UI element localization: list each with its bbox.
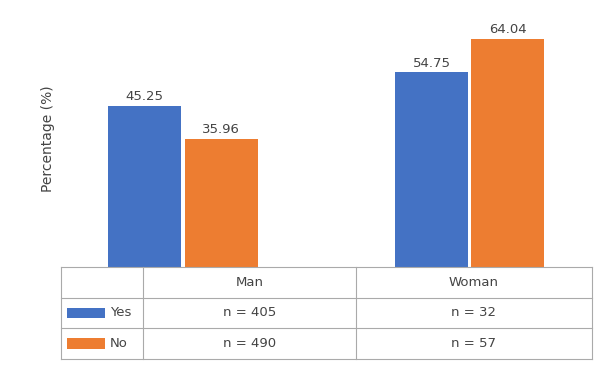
Text: Woman: Woman <box>448 276 498 289</box>
Text: 35.96: 35.96 <box>202 123 240 137</box>
Bar <box>67 338 104 349</box>
Text: n = 57: n = 57 <box>451 337 496 350</box>
Bar <box>184 139 257 267</box>
Text: n = 32: n = 32 <box>451 306 496 320</box>
Bar <box>67 307 104 318</box>
Text: n = 405: n = 405 <box>223 306 276 320</box>
Bar <box>109 106 181 267</box>
Text: 54.75: 54.75 <box>412 56 451 70</box>
Text: 64.04: 64.04 <box>489 23 526 37</box>
Text: Man: Man <box>235 276 264 289</box>
Bar <box>395 72 468 267</box>
Text: Yes: Yes <box>110 306 131 320</box>
Text: No: No <box>110 337 127 350</box>
Y-axis label: Percentage (%): Percentage (%) <box>41 86 56 193</box>
Text: n = 490: n = 490 <box>223 337 276 350</box>
Text: 45.25: 45.25 <box>126 90 164 103</box>
Bar <box>471 39 544 267</box>
